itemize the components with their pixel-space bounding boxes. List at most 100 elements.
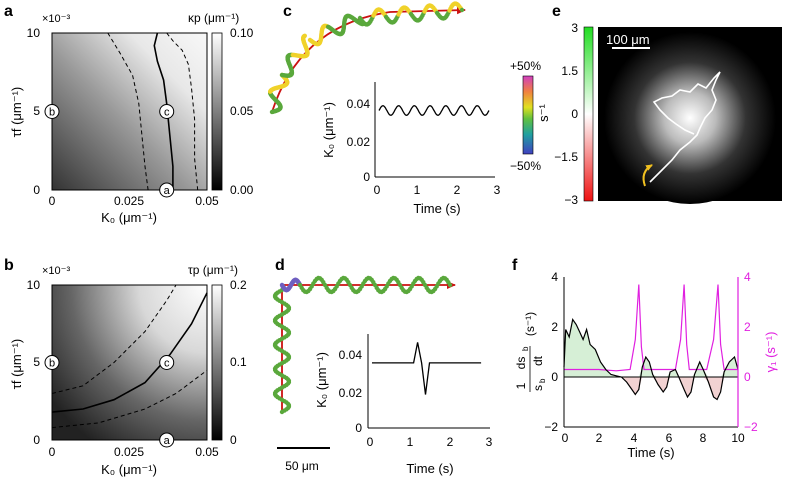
x-tick-f-0: 0	[562, 431, 569, 445]
panel-letter-a: a	[4, 3, 13, 20]
x-axis-label-a: K₀ (μm⁻¹)	[101, 210, 157, 225]
exponent-label-a: ×10⁻³	[42, 13, 70, 25]
glow-e	[604, 32, 776, 204]
inset-background-d	[368, 330, 488, 430]
panel-d: d 0.04 0.02 0 0 1 2 3 Time (s) K₀ (μm⁻¹)…	[272, 257, 493, 476]
x-tick-d-1: 1	[407, 435, 414, 449]
y-tick-c-0.02: 0.02	[347, 135, 371, 149]
colorbar-tick-e-0: 0	[571, 107, 578, 121]
markers-a: a b c	[44, 104, 175, 198]
x-tick-c-1: 1	[414, 183, 421, 197]
y-label-f-dt: dt	[531, 355, 545, 366]
y-tick-f-2: 2	[551, 320, 558, 334]
marker-a: a	[159, 432, 175, 448]
colorbar-c	[522, 75, 534, 155]
y2-tick-f-4: 4	[744, 270, 751, 284]
colorbar-tick-b-top: 0.2	[230, 278, 247, 292]
trajectory-e	[649, 71, 721, 183]
helix-d-bead	[447, 282, 453, 288]
scalebar-label-d: 50 μm	[285, 459, 319, 473]
dashed-contour-b-lower	[51, 369, 208, 429]
x-tick-f-4: 4	[631, 431, 638, 445]
markers-b: a b c	[44, 355, 175, 448]
x-tick-f-8: 8	[700, 431, 707, 445]
y2-tick-f-2: 2	[744, 320, 751, 334]
x-tick-a-mid: 0.025	[114, 194, 144, 208]
x-tick-b-0: 0	[49, 445, 56, 459]
y-label-f-sub-b2: b	[538, 378, 547, 383]
marker-label-c: c	[164, 107, 170, 119]
x-tick-d-2: 2	[447, 435, 454, 449]
colorbar-tick-c-bottom: −50%	[510, 159, 541, 173]
panel-e: e 100 μm 3 1.5 0 −1.5 −3 s⁻¹	[536, 3, 782, 207]
panel-letter-f: f	[512, 257, 518, 274]
y-tick-c-0.04: 0.04	[347, 97, 371, 111]
colorbar-tick-b-mid: 0.1	[230, 355, 247, 369]
marker-c: c	[159, 355, 175, 370]
exponent-label-b: ×10⁻³	[42, 265, 70, 277]
y2-axis-label-f: γ₁ (s⁻¹)	[763, 332, 778, 373]
colorbar-tick-a-top: 0.10	[230, 26, 254, 40]
x-tick-b-max: 0.05	[195, 445, 219, 459]
marker-label-b: b	[49, 358, 55, 370]
panel-letter-d: d	[275, 257, 285, 274]
colorbar-tick-e-neg1.5: −1.5	[554, 150, 578, 164]
helical-trajectory-c	[268, 1, 465, 115]
colorbar-tick-e-3: 3	[571, 21, 578, 35]
x-tick-f-2: 2	[596, 431, 603, 445]
panel-b: b a b c ×10⁻³ 10 5 0 0 0.025 0.05 K₀ (μm⁻¹…	[4, 257, 247, 477]
panel-f: f 4 2 0 −2 4 2 0 −2 0 2 4 6 8 10 Time (s…	[512, 257, 778, 460]
marker-b: b	[44, 104, 60, 119]
y-tick-d-0.04: 0.04	[339, 348, 363, 362]
y-tick-f-neg2: −2	[544, 420, 558, 434]
x-tick-d-0: 0	[367, 435, 374, 449]
y-tick-c-0: 0	[363, 170, 370, 184]
colorbar-label-b: τp (μm⁻¹)	[188, 263, 238, 277]
y-tick-b-5: 5	[33, 355, 40, 369]
y-axis-label-d: K₀ (μm⁻¹)	[314, 352, 329, 408]
x-tick-f-6: 6	[666, 431, 673, 445]
y-tick-a-0: 0	[33, 183, 40, 197]
marker-label-c: c	[164, 358, 170, 370]
panel-c: c 0.04 0.02 0 0 1 2 3 Time (s) K₀ (μm⁻¹)…	[268, 1, 541, 216]
x-tick-c-0: 0	[374, 183, 381, 197]
colorbar-tick-c-top: +50%	[510, 59, 541, 73]
y-label-f-ds: ds	[514, 357, 528, 370]
x-tick-b-mid: 0.025	[114, 445, 144, 459]
colorbar-label-e: s⁻¹	[536, 103, 551, 121]
panel-letter-c: c	[283, 3, 292, 20]
y-label-f-sb: s	[531, 385, 545, 391]
heatmap-a	[52, 33, 207, 190]
panel-a: a a b c ×10⁻³ 10 5 0 0 0.025 0.05 K₀ (μm⁻¹…	[4, 3, 254, 225]
marker-label-b: b	[49, 107, 55, 119]
marker-label-a: a	[164, 185, 171, 197]
colorbar-tick-a-bottom: 0.00	[230, 183, 254, 197]
y-label-f-one: 1	[514, 382, 528, 389]
y-axis-label-c: K₀ (μm⁻¹)	[321, 102, 336, 158]
helix-c-bead	[459, 7, 465, 13]
y-tick-a-10: 10	[27, 26, 41, 40]
y-tick-f-0: 0	[551, 370, 558, 384]
y2-tick-f-0: 0	[744, 370, 751, 384]
colorbar-b	[211, 284, 223, 441]
x-tick-a-max: 0.05	[195, 194, 219, 208]
sb-line-f	[563, 318, 739, 401]
y-tick-f-4: 4	[551, 270, 558, 284]
solid-contour-a	[153, 32, 174, 190]
x-tick-c-3: 3	[494, 183, 501, 197]
panel-letter-b: b	[4, 257, 14, 274]
colorbar-tick-a-mid: 0.05	[230, 104, 254, 118]
colorbar-label-a: κp (μm⁻¹)	[188, 11, 239, 25]
scalebar-label-e: 100 μm	[606, 32, 650, 47]
heatmap-b	[52, 285, 207, 440]
x-axis-label-f: Time (s)	[627, 445, 674, 460]
y-label-f-sub-b: b	[521, 346, 530, 351]
marker-label-a: a	[164, 435, 171, 447]
k0-line-c	[378, 105, 490, 116]
helical-trajectory-d	[272, 275, 453, 415]
direction-arrow-e	[642, 164, 653, 187]
dashed-contour-b-upper	[51, 284, 177, 394]
y-tick-b-10: 10	[27, 278, 41, 292]
panel-letter-e: e	[552, 3, 561, 20]
